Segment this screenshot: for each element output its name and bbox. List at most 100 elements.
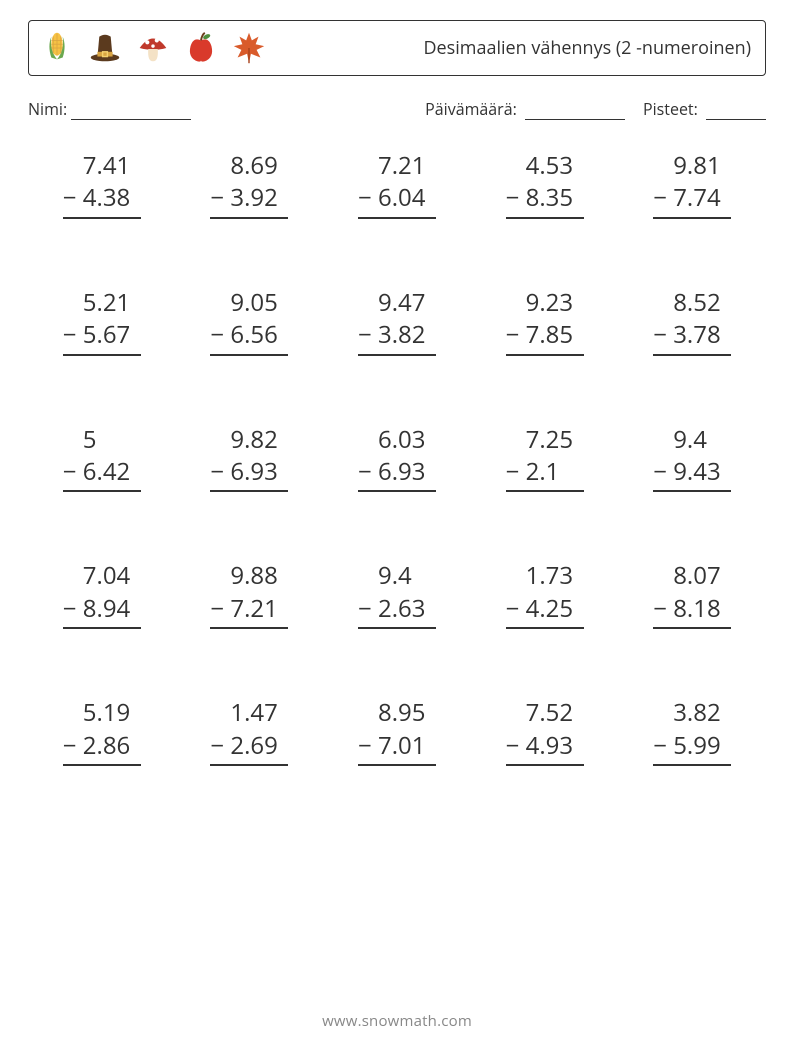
- subtrahend: 2.1: [526, 456, 584, 488]
- subtrahend: 8.94: [83, 593, 141, 625]
- problem: 8.95−7.01: [323, 697, 471, 766]
- problem: 9.05−6.56: [176, 287, 324, 356]
- minuend: 9.88: [230, 560, 288, 592]
- minus-sign: −: [506, 456, 526, 488]
- problem: 9.4−2.63: [323, 560, 471, 629]
- problem: 5.21−5.67: [28, 287, 176, 356]
- minus-sign: −: [653, 730, 673, 762]
- worksheet-header: Desimaalien vähennys (2 -numeroinen): [28, 20, 766, 76]
- minus-sign: −: [210, 593, 230, 625]
- minuend: 1.47: [230, 697, 288, 729]
- minus-sign: −: [63, 456, 83, 488]
- subtrahend: 8.35: [526, 182, 584, 214]
- minus-sign: −: [210, 456, 230, 488]
- minuend: 9.23: [526, 287, 584, 319]
- minuend: 8.95: [378, 697, 436, 729]
- minus-sign: −: [358, 593, 378, 625]
- problems-grid: 7.41−4.388.69−3.927.21−6.044.53−8.359.81…: [28, 150, 766, 766]
- minuend: 8.69: [230, 150, 288, 182]
- subtrahend: 5.99: [673, 730, 731, 762]
- problem: 7.52−4.93: [471, 697, 619, 766]
- minus-sign: −: [358, 730, 378, 762]
- minuend: 9.4: [673, 424, 731, 456]
- score-label: Pisteet:: [643, 98, 698, 120]
- problem: 3.82−5.99: [618, 697, 766, 766]
- mushroom-icon: [133, 28, 173, 68]
- problem: 5.19−2.86: [28, 697, 176, 766]
- minus-sign: −: [653, 593, 673, 625]
- minus-sign: −: [358, 319, 378, 351]
- minus-sign: −: [358, 182, 378, 214]
- subtrahend: 2.86: [83, 730, 141, 762]
- minus-sign: −: [210, 319, 230, 351]
- subtrahend: 2.63: [378, 593, 436, 625]
- problem: 5−6.42: [28, 424, 176, 493]
- date-label: Päivämäärä:: [425, 98, 517, 120]
- minus-sign: −: [506, 593, 526, 625]
- score-blank[interactable]: [706, 102, 766, 120]
- problem: 7.21−6.04: [323, 150, 471, 219]
- problem: 8.52−3.78: [618, 287, 766, 356]
- problem: 1.47−2.69: [176, 697, 324, 766]
- subtrahend: 7.21: [230, 593, 288, 625]
- header-icons: [37, 28, 269, 68]
- minus-sign: −: [653, 319, 673, 351]
- minuend: 5.19: [83, 697, 141, 729]
- minuend: 1.73: [526, 560, 584, 592]
- name-label: Nimi:: [28, 98, 67, 120]
- minus-sign: −: [210, 730, 230, 762]
- subtrahend: 6.04: [378, 182, 436, 214]
- minuend: 7.52: [526, 697, 584, 729]
- subtrahend: 6.56: [230, 319, 288, 351]
- minus-sign: −: [63, 319, 83, 351]
- minuend: 9.47: [378, 287, 436, 319]
- minus-sign: −: [63, 593, 83, 625]
- minus-sign: −: [63, 730, 83, 762]
- problem: 7.41−4.38: [28, 150, 176, 219]
- minus-sign: −: [506, 182, 526, 214]
- problem: 7.25−2.1: [471, 424, 619, 493]
- minuend: 7.41: [83, 150, 141, 182]
- problem: 1.73−4.25: [471, 560, 619, 629]
- subtrahend: 9.43: [673, 456, 731, 488]
- minuend: 5.21: [83, 287, 141, 319]
- minuend: 7.21: [378, 150, 436, 182]
- minuend: 9.82: [230, 424, 288, 456]
- minuend: 9.05: [230, 287, 288, 319]
- name-blank[interactable]: [71, 102, 191, 120]
- subtrahend: 4.25: [526, 593, 584, 625]
- minus-sign: −: [653, 182, 673, 214]
- minuend: 8.07: [673, 560, 731, 592]
- problem: 4.53−8.35: [471, 150, 619, 219]
- minus-sign: −: [210, 182, 230, 214]
- worksheet-title: Desimaalien vähennys (2 -numeroinen): [424, 36, 752, 60]
- meta-row: Nimi: Päivämäärä: Pisteet:: [28, 98, 766, 120]
- subtrahend: 4.38: [83, 182, 141, 214]
- subtrahend: 7.74: [673, 182, 731, 214]
- subtrahend: 4.93: [526, 730, 584, 762]
- minus-sign: −: [506, 319, 526, 351]
- footer-url: www.snowmath.com: [0, 1011, 794, 1031]
- subtrahend: 6.93: [230, 456, 288, 488]
- subtrahend: 3.78: [673, 319, 731, 351]
- subtrahend: 3.82: [378, 319, 436, 351]
- corn-icon: [37, 28, 77, 68]
- problem: 9.88−7.21: [176, 560, 324, 629]
- subtrahend: 6.42: [83, 456, 141, 488]
- minuend: 8.52: [673, 287, 731, 319]
- minus-sign: −: [63, 182, 83, 214]
- date-blank[interactable]: [525, 102, 625, 120]
- minuend: 5: [83, 424, 141, 456]
- subtrahend: 6.93: [378, 456, 436, 488]
- subtrahend: 7.85: [526, 319, 584, 351]
- apple-icon: [181, 28, 221, 68]
- problem: 9.81−7.74: [618, 150, 766, 219]
- pilgrim-hat-icon: [85, 28, 125, 68]
- minuend: 3.82: [673, 697, 731, 729]
- subtrahend: 8.18: [673, 593, 731, 625]
- problem: 6.03−6.93: [323, 424, 471, 493]
- minuend: 7.04: [83, 560, 141, 592]
- subtrahend: 5.67: [83, 319, 141, 351]
- minus-sign: −: [506, 730, 526, 762]
- minuend: 9.4: [378, 560, 436, 592]
